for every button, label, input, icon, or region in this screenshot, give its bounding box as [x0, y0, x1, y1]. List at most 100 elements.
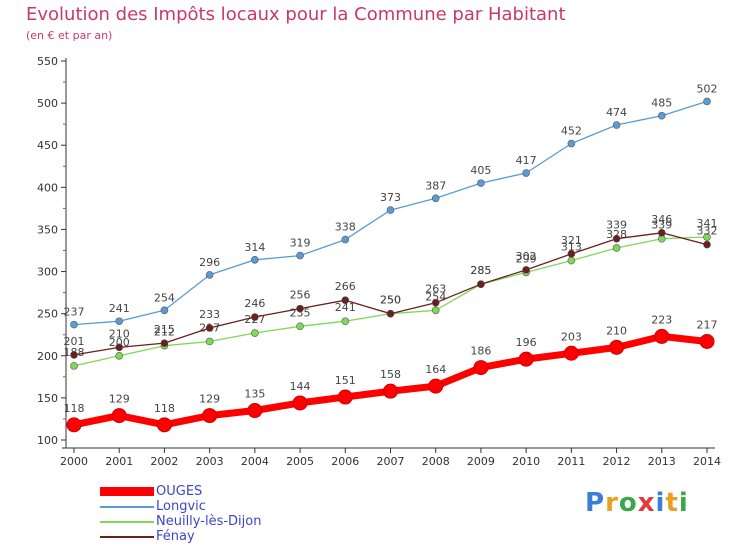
- data-point-ouges: [292, 395, 308, 411]
- y-tick-label: 150: [37, 392, 58, 405]
- data-point-ouges: [156, 417, 172, 433]
- data-point-fenay: [431, 298, 440, 307]
- data-point-neuilly: [70, 362, 78, 370]
- data-point-fenay: [251, 313, 259, 321]
- data-point-ouges: [518, 351, 534, 367]
- data-label-fenay: 285: [470, 264, 491, 277]
- x-tick-label: 2005: [286, 455, 314, 468]
- legend-label-longvic: Longvic: [156, 499, 206, 514]
- legend-label-fenay: Fénay: [156, 529, 195, 544]
- data-label-fenay: 302: [516, 250, 537, 263]
- data-label-fenay: 346: [651, 213, 672, 226]
- logo-letter: x: [637, 488, 656, 518]
- data-point-fenay: [160, 339, 169, 347]
- data-label-ouges: 135: [244, 388, 265, 401]
- data-label-neuilly: 339: [651, 219, 672, 232]
- data-point-fenay: [70, 351, 78, 359]
- data-label-longvic: 254: [154, 291, 175, 304]
- data-point-longvic: [296, 251, 304, 260]
- data-label-ouges: 223: [651, 313, 672, 326]
- data-label-fenay: 215: [154, 323, 175, 336]
- data-label-neuilly: 341: [697, 217, 718, 230]
- data-label-fenay: 321: [561, 234, 582, 247]
- data-point-longvic: [431, 194, 440, 203]
- data-label-fenay: 201: [64, 335, 85, 348]
- data-label-ouges: 129: [109, 393, 130, 406]
- data-label-neuilly: 285: [470, 264, 491, 277]
- data-label-longvic: 319: [290, 237, 311, 250]
- data-point-neuilly: [251, 329, 259, 337]
- x-tick-label: 2008: [422, 455, 450, 468]
- data-label-fenay: 256: [290, 289, 311, 302]
- legend-swatch-ouges: [100, 487, 154, 496]
- data-point-ouges: [383, 383, 398, 399]
- logo-letter: o: [618, 488, 638, 518]
- data-point-fenay: [612, 234, 621, 243]
- data-point-longvic: [612, 121, 621, 129]
- y-tick-label: 550: [37, 55, 58, 68]
- data-label-longvic: 452: [561, 125, 582, 138]
- chart-legend: OUGES Longvic Neuilly-lès-Dijon Fénay: [100, 484, 261, 544]
- data-point-fenay: [522, 266, 530, 274]
- data-label-neuilly: 212: [154, 326, 175, 339]
- data-label-longvic: 241: [109, 302, 130, 315]
- legend-item-fenay: Fénay: [100, 529, 261, 544]
- proxiti-logo: Proxiti: [585, 488, 689, 518]
- data-point-fenay: [703, 240, 711, 249]
- y-tick-label: 350: [37, 223, 58, 236]
- legend-swatch-neuilly: [100, 520, 154, 523]
- data-label-fenay: 250: [380, 294, 401, 307]
- data-point-neuilly: [205, 337, 214, 346]
- data-point-neuilly: [341, 317, 350, 326]
- data-point-ouges: [654, 328, 670, 344]
- data-label-longvic: 387: [425, 179, 446, 192]
- y-tick-label: 500: [37, 97, 58, 110]
- x-tick-label: 2000: [60, 455, 88, 468]
- x-tick-label: 2001: [105, 455, 133, 468]
- logo-letter: P: [585, 488, 606, 518]
- y-tick-label: 450: [37, 139, 58, 152]
- data-label-neuilly: 200: [109, 336, 130, 349]
- data-label-ouges: 144: [290, 380, 311, 393]
- legend-item-longvic: Longvic: [100, 499, 261, 514]
- data-label-ouges: 203: [561, 330, 582, 343]
- data-point-neuilly: [612, 244, 621, 252]
- logo-letter: t: [665, 488, 679, 518]
- data-point-fenay: [386, 309, 395, 318]
- chart-subtitle: (en € et par an): [26, 29, 113, 42]
- data-label-ouges: 186: [470, 345, 491, 358]
- data-label-fenay: 263: [425, 283, 446, 296]
- data-label-ouges: 196: [516, 336, 537, 349]
- data-label-longvic: 474: [606, 106, 627, 119]
- data-label-longvic: 296: [199, 256, 220, 269]
- data-label-neuilly: 250: [380, 294, 401, 307]
- data-label-neuilly: 313: [561, 241, 582, 254]
- data-label-fenay: 339: [606, 219, 627, 232]
- data-point-fenay: [205, 324, 214, 332]
- data-label-ouges: 158: [380, 368, 401, 381]
- data-point-fenay: [657, 229, 666, 237]
- data-point-longvic: [567, 139, 576, 148]
- data-label-fenay: 210: [109, 327, 130, 340]
- x-tick-label: 2002: [150, 455, 178, 468]
- x-tick-label: 2007: [377, 455, 405, 468]
- data-label-longvic: 338: [335, 221, 356, 234]
- data-point-ouges: [428, 378, 444, 394]
- data-point-longvic: [657, 111, 666, 120]
- logo-letter: i: [678, 488, 689, 518]
- data-label-fenay: 266: [335, 280, 356, 293]
- x-tick-label: 2009: [467, 455, 495, 468]
- data-point-longvic: [160, 306, 169, 315]
- legend-swatch-longvic: [100, 505, 154, 508]
- data-label-ouges: 217: [697, 318, 718, 331]
- data-label-ouges: 164: [425, 363, 446, 376]
- data-label-fenay: 246: [244, 297, 265, 310]
- data-point-ouges: [473, 360, 489, 376]
- x-tick-label: 2003: [196, 455, 224, 468]
- data-point-fenay: [567, 250, 576, 258]
- legend-label-neuilly: Neuilly-lès-Dijon: [156, 514, 262, 529]
- data-point-longvic: [386, 206, 395, 214]
- data-point-ouges: [202, 408, 218, 424]
